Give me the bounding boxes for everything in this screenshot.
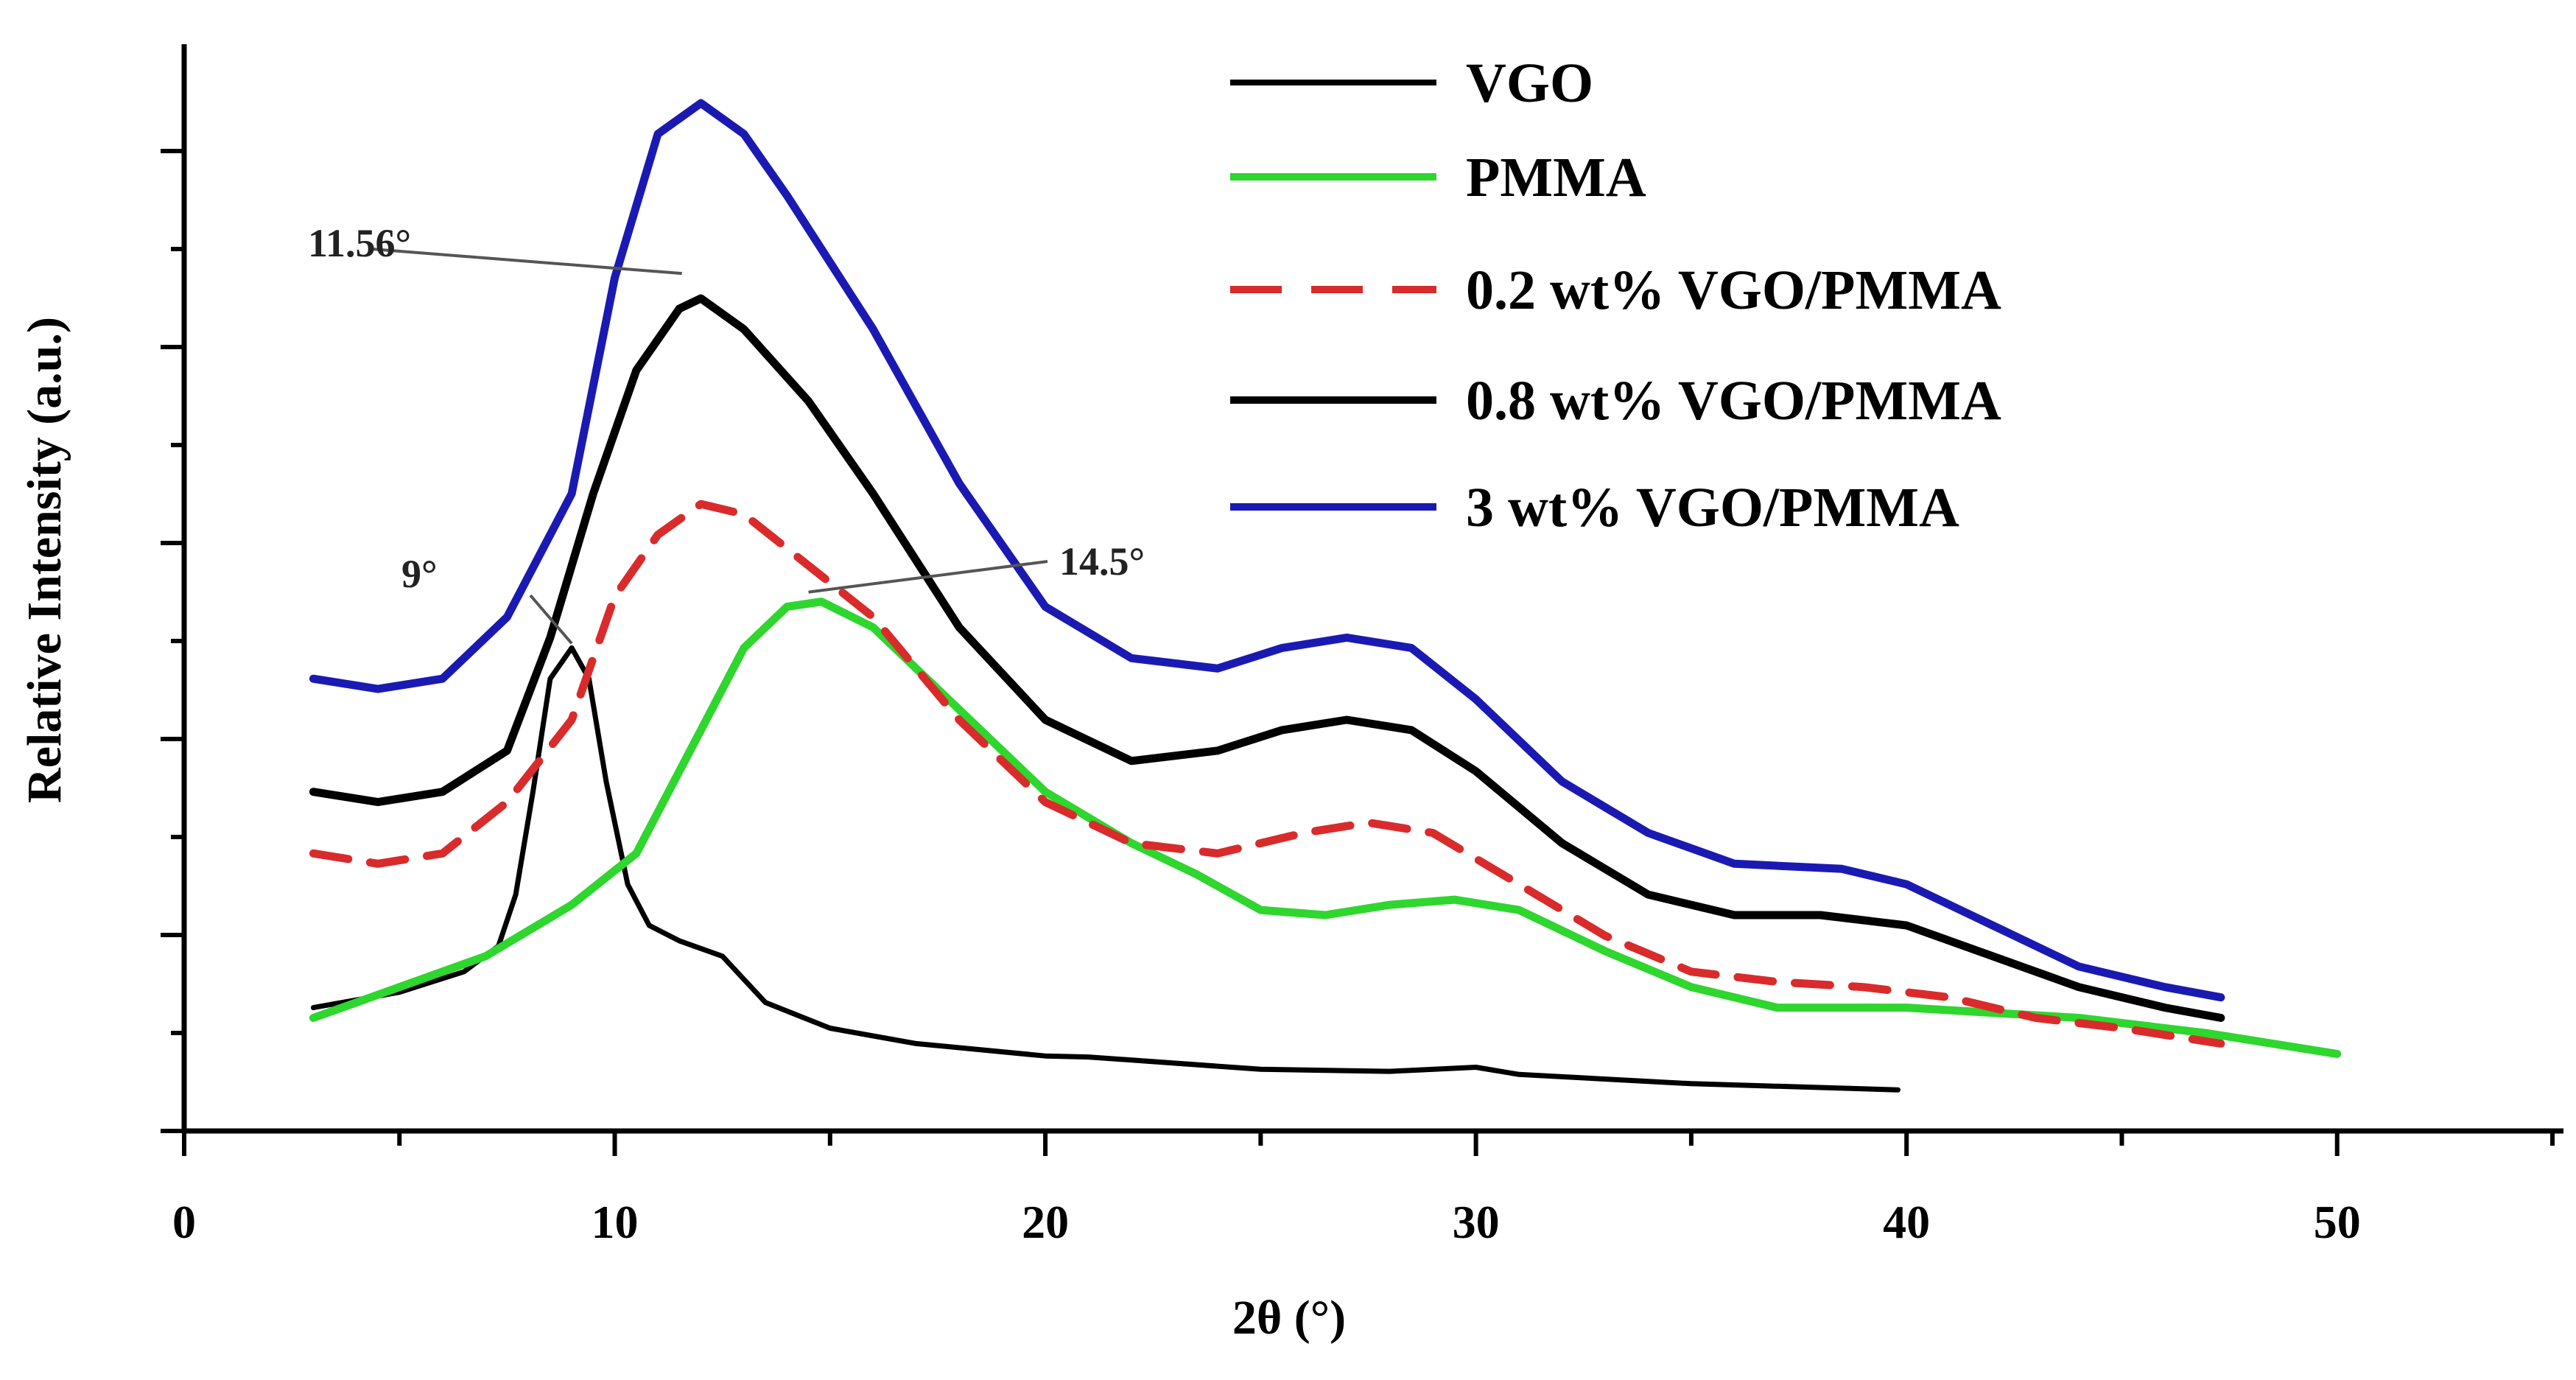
series-line-5 [309,99,2225,1002]
y-axis-title: Relative Intensity (a.u.) [18,317,71,803]
x-tick-label: 20 [1022,1196,1069,1248]
x-tick-label: 40 [1883,1196,1930,1248]
annotation-label: 9° [401,552,438,596]
legend-label-4: 0.8 wt% VGO/PMMA [1466,370,2001,432]
legend-label-5: 3 wt% VGO/PMMA [1466,477,1959,539]
annotation-label: 14.5° [1059,539,1145,584]
x-axis-title: 2θ (°) [1232,1291,1346,1345]
series-line-4 [309,294,2225,1022]
x-tick-label: 10 [592,1196,639,1248]
legend-label-1: VGO [1466,52,1593,114]
annotation-leader [529,594,573,645]
x-tick-label: 50 [2314,1196,2361,1248]
x-tick-label: 0 [172,1196,196,1248]
series-line-3 [309,500,2225,1048]
series-line-1 [310,645,1901,1093]
legend-label-3: 0.2 wt% VGO/PMMA [1466,259,2001,321]
x-tick-label: 30 [1453,1196,1500,1248]
annotation-label: 11.56° [308,221,411,265]
annotation-leader [808,560,1048,594]
legend-label-2: PMMA [1466,147,1646,209]
annotation-leader [371,248,682,276]
series-line-2 [309,598,2342,1058]
